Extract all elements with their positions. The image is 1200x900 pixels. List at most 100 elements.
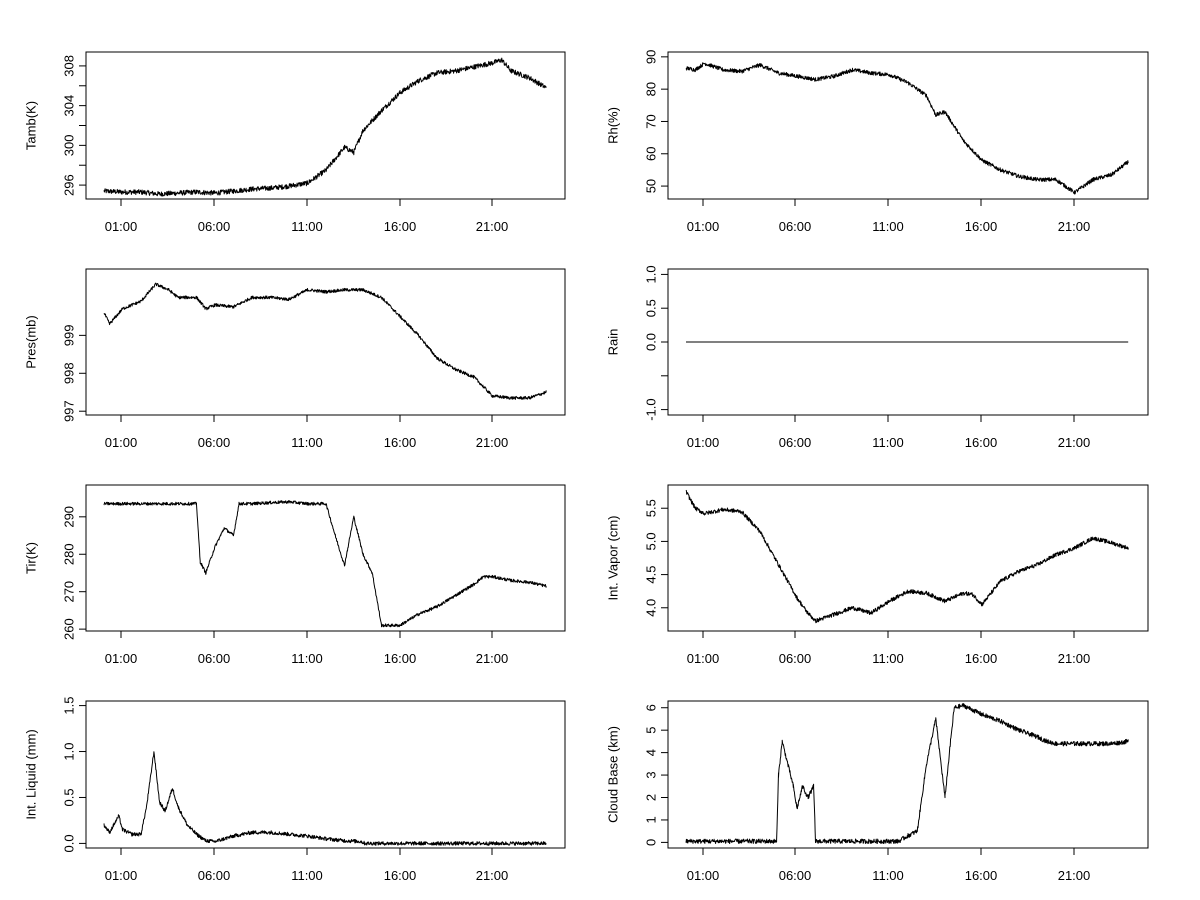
y-tick-label: 1 (644, 816, 659, 823)
y-tick-label: 4 (644, 749, 659, 756)
x-tick-label: 21:00 (1058, 219, 1091, 234)
y-tick-label: 999 (62, 325, 77, 347)
x-tick-label: 06:00 (779, 651, 812, 666)
y-tick-label: 90 (644, 50, 659, 64)
series-line (103, 751, 547, 846)
y-tick-label: 6 (644, 704, 659, 711)
y-tick-label: 80 (644, 82, 659, 96)
y-tick-label: 1.0 (644, 265, 659, 283)
x-tick-label: 16:00 (965, 868, 998, 883)
x-tick-label: 01:00 (105, 868, 138, 883)
x-tick-label: 01:00 (105, 219, 138, 234)
x-tick-label: 21:00 (476, 435, 509, 450)
y-axis-label: Int. Liquid (mm) (24, 729, 39, 819)
y-tick-label: 1.0 (62, 742, 77, 760)
y-tick-label: 1.5 (62, 697, 77, 715)
x-tick-label: 11:00 (291, 219, 323, 234)
x-tick-label: 06:00 (779, 219, 812, 234)
y-tick-label: 0.5 (644, 299, 659, 317)
x-tick-label: 21:00 (476, 868, 509, 883)
plot-frame (85, 268, 566, 416)
series-line (103, 500, 547, 628)
y-tick-label: 2 (644, 794, 659, 801)
y-tick-label: 3 (644, 771, 659, 778)
y-tick-label: 270 (62, 581, 77, 603)
y-tick-label: 0 (644, 839, 659, 846)
x-tick-label: 01:00 (687, 435, 720, 450)
series-line (685, 703, 1129, 844)
x-tick-label: 01:00 (687, 651, 720, 666)
x-tick-label: 01:00 (687, 219, 720, 234)
y-tick-label: 60 (644, 147, 659, 161)
y-tick-label: 997 (62, 400, 77, 422)
y-tick-label: 308 (62, 55, 77, 77)
x-tick-label: 11:00 (872, 219, 904, 234)
panel-8: 0 1 2 3 4 5 6 01:00 06:00 11:00 16:00 21:00 Cloud Ba… (606, 700, 1149, 883)
plot-frame (85, 51, 566, 200)
x-tick-label: 21:00 (1058, 868, 1091, 883)
y-tick-label: 0.5 (62, 788, 77, 806)
panel-2: 50 60 70 80 90 01:00 06:00 11:00 16:00 21:00 Rh(%) (606, 50, 1149, 234)
y-axis-label: Pres(mb) (24, 315, 39, 368)
y-tick-label: 0.0 (62, 834, 77, 852)
x-tick-label: 16:00 (384, 868, 417, 883)
y-tick-label: 304 (62, 95, 77, 117)
x-tick-label: 11:00 (291, 868, 323, 883)
x-tick-label: 16:00 (965, 435, 998, 450)
x-tick-label: 06:00 (779, 868, 812, 883)
x-tick-label: 21:00 (476, 219, 509, 234)
series-line (103, 282, 547, 400)
x-tick-label: 21:00 (476, 651, 509, 666)
series-line (103, 57, 547, 197)
x-tick-label: 21:00 (1058, 651, 1091, 666)
plot-frame (667, 484, 1149, 632)
y-tick-label: 4.0 (644, 599, 659, 617)
x-tick-label: 01:00 (105, 435, 138, 450)
x-tick-label: 11:00 (291, 651, 323, 666)
y-tick-label: 0.0 (644, 333, 659, 351)
x-tick-label: 16:00 (965, 651, 998, 666)
y-axis-label: Tamb(K) (24, 101, 39, 150)
x-tick-label: 06:00 (198, 651, 231, 666)
series-line (685, 62, 1129, 195)
y-axis-label: Rh(%) (606, 107, 621, 144)
plot-frame (85, 484, 566, 632)
x-tick-label: 11:00 (872, 651, 904, 666)
y-axis-label: Rain (606, 329, 621, 356)
panel-5: 260 270 280 290 01:00 06:00 11:00 16:00 21:00 Tir… (24, 484, 566, 666)
y-axis-label: Cloud Base (km) (606, 726, 621, 823)
x-tick-label: 06:00 (198, 219, 231, 234)
y-tick-label: 5.5 (644, 499, 659, 517)
y-tick-label: 70 (644, 114, 659, 128)
plot-frame (85, 700, 566, 849)
y-tick-label: 5 (644, 727, 659, 734)
x-tick-label: 01:00 (687, 868, 720, 883)
x-tick-label: 01:00 (105, 651, 138, 666)
y-tick-label: 5.0 (644, 532, 659, 550)
plot-frame (667, 700, 1149, 849)
series-line (685, 489, 1129, 624)
y-tick-label: 296 (62, 174, 77, 196)
y-axis-label: Tir(K) (24, 542, 39, 574)
x-tick-label: 06:00 (779, 435, 812, 450)
y-tick-label: 290 (62, 506, 77, 528)
panel-7: 0.0 0.5 1.0 1.5 01:00 06:00 11:00 16:00 21:00 Int… (24, 697, 566, 883)
panel-3: 997 998 999 01:00 06:00 11:00 16:00 21:00 Pres(m… (24, 268, 566, 450)
panel-4: -1.0 0.0 0.5 1.0 01:00 06:00 11:00 16:00 21:00 Ra… (606, 265, 1149, 450)
y-tick-label: 998 (62, 362, 77, 384)
y-tick-label: -1.0 (644, 398, 659, 420)
y-axis-label: Int. Vapor (cm) (606, 515, 621, 600)
x-tick-label: 11:00 (872, 435, 904, 450)
x-tick-label: 06:00 (198, 435, 231, 450)
x-tick-label: 11:00 (291, 435, 323, 450)
y-tick-label: 300 (62, 135, 77, 157)
plot-frame (667, 51, 1149, 200)
y-tick-label: 4.5 (644, 566, 659, 584)
y-tick-label: 50 (644, 179, 659, 193)
x-tick-label: 16:00 (384, 651, 417, 666)
x-tick-label: 16:00 (965, 219, 998, 234)
x-tick-label: 21:00 (1058, 435, 1091, 450)
x-tick-label: 11:00 (872, 868, 904, 883)
panel-1: 296 300 304 308 01:00 06:00 11:00 16:00 21:00 Tam… (24, 51, 566, 234)
